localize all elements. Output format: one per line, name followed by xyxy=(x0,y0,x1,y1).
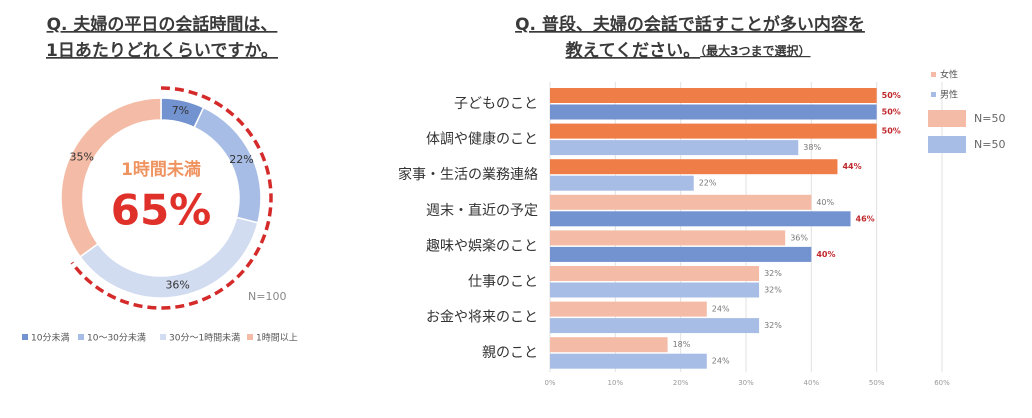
bar xyxy=(550,230,786,246)
x-tick-label: 50% xyxy=(869,379,885,387)
legend-note: N=50 xyxy=(974,112,1005,125)
slice-label: 22% xyxy=(229,153,253,166)
bar-subtitle: （最大3つまで選択） xyxy=(700,43,810,58)
value-label: 44% xyxy=(842,162,861,171)
center-label: 1時間未満 xyxy=(121,159,201,180)
category-label: 体調や健康のこと xyxy=(426,131,538,148)
category-label: 趣味や娯楽のこと xyxy=(426,238,538,254)
bar xyxy=(550,266,760,281)
bar xyxy=(550,123,877,139)
value-label: 32% xyxy=(764,321,782,330)
legend-label: 男性 xyxy=(940,89,958,101)
legend-label: 女性 xyxy=(940,69,958,81)
highlight-arc xyxy=(70,86,273,310)
bar xyxy=(550,140,799,156)
legend-label: 10分未満 xyxy=(31,332,69,344)
legend-swatch xyxy=(78,334,84,340)
note: N=100 xyxy=(248,290,286,303)
value-label: 18% xyxy=(673,340,691,349)
bar xyxy=(550,211,851,227)
category-label: 親のこと xyxy=(482,345,538,361)
value-label: 50% xyxy=(882,127,901,136)
bar xyxy=(550,194,812,210)
legend-swatch xyxy=(931,92,936,97)
value-label: 36% xyxy=(790,233,808,242)
bar-title: 教えてください。（最大3つまで選択） xyxy=(565,40,811,61)
value-label: 38% xyxy=(803,143,821,152)
value-label: 46% xyxy=(856,214,875,223)
value-label: 50% xyxy=(882,91,901,100)
legend-label: 30分〜1時間未満 xyxy=(169,332,240,344)
x-tick-label: 40% xyxy=(804,379,820,387)
bar xyxy=(550,246,812,262)
bar xyxy=(550,88,877,103)
slice-label: 7% xyxy=(172,104,189,117)
category-label: 子どものこと xyxy=(454,96,538,112)
legend-box xyxy=(928,136,966,153)
category-label: 仕事のこと xyxy=(468,274,538,290)
category-label: お金や将来のこと xyxy=(426,310,538,326)
donut-title: Q. 夫婦の平日の会話時間は、 xyxy=(47,14,278,35)
legend-label: 10〜30分未満 xyxy=(87,332,146,344)
slice-label: 36% xyxy=(165,278,189,291)
value-label: 40% xyxy=(816,250,835,259)
bar-title: Q. 普段、夫婦の会話で話すことが多い内容を xyxy=(515,14,865,35)
value-label: 22% xyxy=(699,179,717,188)
bar xyxy=(550,159,838,175)
value-label: 24% xyxy=(712,305,730,314)
legend-swatch xyxy=(22,334,28,340)
donut-slice xyxy=(60,97,162,258)
x-tick-label: 60% xyxy=(934,379,950,387)
bar xyxy=(550,337,668,353)
x-tick-label: 10% xyxy=(608,379,624,387)
bar xyxy=(550,353,707,369)
legend-swatch xyxy=(247,334,253,340)
x-tick-label: 0% xyxy=(544,379,555,387)
bar xyxy=(550,301,707,317)
category-label: 週末・直近の予定 xyxy=(426,202,538,219)
bar xyxy=(550,175,694,191)
value-label: 50% xyxy=(882,108,901,117)
legend-label: 1時間以上 xyxy=(256,333,298,344)
legend-swatch xyxy=(931,72,936,77)
bar xyxy=(550,282,760,298)
category-label: 家事・生活の業務連絡 xyxy=(398,166,538,183)
bar xyxy=(550,104,877,120)
donut-title: 1日あたりどれくらいですか。 xyxy=(46,41,278,61)
slice-label: 35% xyxy=(69,151,93,164)
bar xyxy=(550,318,760,334)
x-tick-label: 30% xyxy=(738,379,754,387)
legend-note: N=50 xyxy=(974,138,1005,151)
x-tick-label: 20% xyxy=(673,379,689,387)
value-label: 24% xyxy=(712,357,730,366)
value-label: 32% xyxy=(764,286,782,295)
value-label: 32% xyxy=(764,269,782,278)
legend-swatch xyxy=(160,334,166,340)
value-label: 40% xyxy=(816,198,834,207)
center-value: 65% xyxy=(111,186,212,235)
bar-title-line: 教えてください。 xyxy=(565,40,701,61)
legend-box xyxy=(928,110,966,127)
